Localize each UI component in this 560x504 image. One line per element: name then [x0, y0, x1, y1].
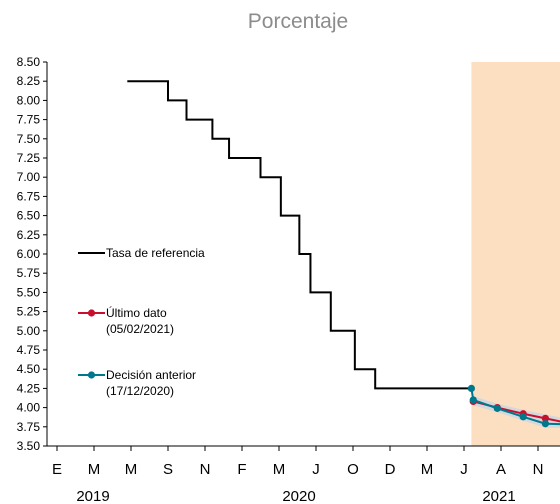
y-tick-label: 8.50: [17, 55, 41, 69]
series-line: [473, 400, 560, 423]
data-point: [541, 414, 550, 422]
y-tick-label: 8.25: [17, 74, 41, 88]
y-tick-label: 6.50: [17, 209, 41, 223]
x-tick-label: F: [237, 461, 246, 478]
y-tick-label: 4.50: [17, 362, 41, 376]
year-label: 2021: [482, 488, 515, 504]
x-tick-label: E: [52, 461, 62, 478]
x-tick-label: M: [88, 461, 101, 478]
data-point: [467, 384, 475, 392]
y-tick-label: 7.25: [17, 151, 41, 165]
y-tick-label: 5.25: [17, 305, 41, 319]
y-tick-label: 4.25: [17, 381, 41, 395]
legend-label: (05/02/2021): [106, 322, 174, 336]
x-tick-label: D: [385, 461, 396, 478]
legend-label: Tasa de referencia: [106, 246, 205, 260]
y-tick-label: 7.00: [17, 170, 41, 184]
y-tick-label: 4.00: [17, 401, 41, 415]
y-tick-label: 6.25: [17, 228, 41, 242]
year-label: 2019: [76, 488, 109, 504]
data-point: [519, 413, 527, 421]
y-tick-label: 5.50: [17, 285, 41, 299]
x-tick-label: N: [533, 461, 544, 478]
x-tick-label: S: [163, 461, 173, 478]
year-label: 2020: [282, 488, 315, 504]
legend: Tasa de referencia Último dato (05/02/2021…: [78, 246, 205, 398]
y-tick-label: 5.75: [17, 266, 41, 280]
y-tick-label: 6.75: [17, 189, 41, 203]
y-tick-label: 3.75: [17, 420, 41, 434]
y-tick-label: 5.00: [17, 324, 41, 338]
x-tick-label: M: [273, 461, 286, 478]
x-tick-label: N: [200, 461, 211, 478]
tick-labels: 8.50 8.25 8.00 7.75 7.50 7.25 7.00 6.75 6.50 6.25…: [17, 55, 544, 504]
x-tick-label: M: [125, 461, 138, 478]
y-tick-label: 3.50: [17, 439, 41, 453]
axes: [43, 61, 560, 451]
x-tick-label: J: [460, 461, 468, 478]
y-tick-label: 4.75: [17, 343, 41, 357]
legend-label: Último dato: [106, 305, 167, 320]
forecast-shaded-region: [471, 62, 560, 446]
y-tick-label: 8.00: [17, 93, 41, 107]
data-point: [469, 396, 477, 404]
x-tick-label: J: [312, 461, 320, 478]
y-tick-label: 7.75: [17, 113, 41, 127]
forecast-region: [471, 62, 560, 446]
data-point: [541, 420, 550, 428]
x-tick-label: M: [421, 461, 434, 478]
y-tick-label: 6.00: [17, 247, 41, 261]
legend-label: (17/12/2020): [106, 384, 174, 398]
x-tick-label: A: [496, 461, 506, 478]
series-line: [127, 80, 472, 390]
legend-marker: [87, 309, 96, 317]
data-point: [493, 404, 501, 412]
series-lines: [127, 80, 560, 428]
x-tick-label: O: [347, 461, 359, 478]
chart-title: Porcentaje: [248, 10, 348, 33]
legend-label: Decisión anterior: [106, 368, 196, 382]
y-tick-label: 7.50: [17, 132, 41, 146]
legend-marker: [87, 371, 96, 379]
